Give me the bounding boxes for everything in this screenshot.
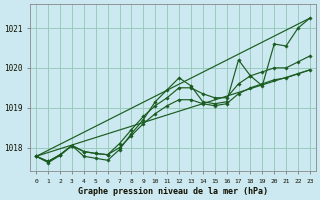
X-axis label: Graphe pression niveau de la mer (hPa): Graphe pression niveau de la mer (hPa): [78, 187, 268, 196]
